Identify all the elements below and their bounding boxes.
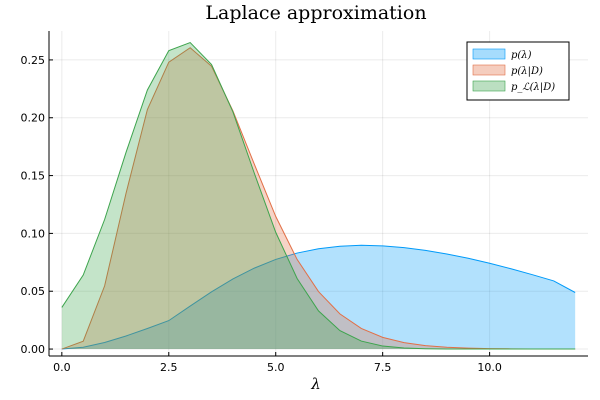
tick-labels: 0.0 2.5 5.0 7.5 10.0 0.00 0.05 0.10 0.15 0.20 0.25	[21, 54, 502, 374]
legend-label-1: p(λ|D)	[511, 66, 543, 77]
x-tick-label: 7.5	[374, 361, 392, 374]
legend-label-2: p_ℒ(λ|D)	[511, 82, 555, 93]
legend-box	[466, 41, 570, 101]
legend-swatch-2	[472, 80, 506, 92]
y-tick-label: 0.10	[21, 227, 46, 240]
x-tick-label: 5.0	[267, 361, 285, 374]
series-line-0	[61, 244, 576, 350]
series-area-0	[61, 245, 576, 350]
legend: p(λ) p(λ|D) p_ℒ(λ|D)	[466, 41, 570, 101]
legend-swatch-0	[472, 48, 506, 60]
y-tick-label: 0.15	[21, 170, 46, 183]
grid-lines	[49, 31, 588, 356]
y-tick-label: 0.05	[21, 285, 46, 298]
x-tick-label: 0.0	[53, 361, 71, 374]
y-tick-label: 0.00	[21, 343, 46, 356]
x-tick-label: 2.5	[160, 361, 178, 374]
axes	[48, 31, 588, 357]
plot-areas	[61, 41, 576, 350]
y-tick-label: 0.20	[21, 112, 46, 125]
series-area-2	[61, 42, 576, 350]
chart-title: Laplace approximation	[205, 2, 426, 24]
legend-label-0: p(λ)	[511, 50, 532, 61]
y-tick-label: 0.25	[21, 54, 46, 67]
x-axis-label: λ	[310, 375, 321, 393]
x-tick-label: 10.0	[477, 361, 502, 374]
series-line-2	[61, 41, 576, 350]
series-area-1	[61, 47, 576, 350]
legend-swatch-1	[472, 64, 506, 76]
